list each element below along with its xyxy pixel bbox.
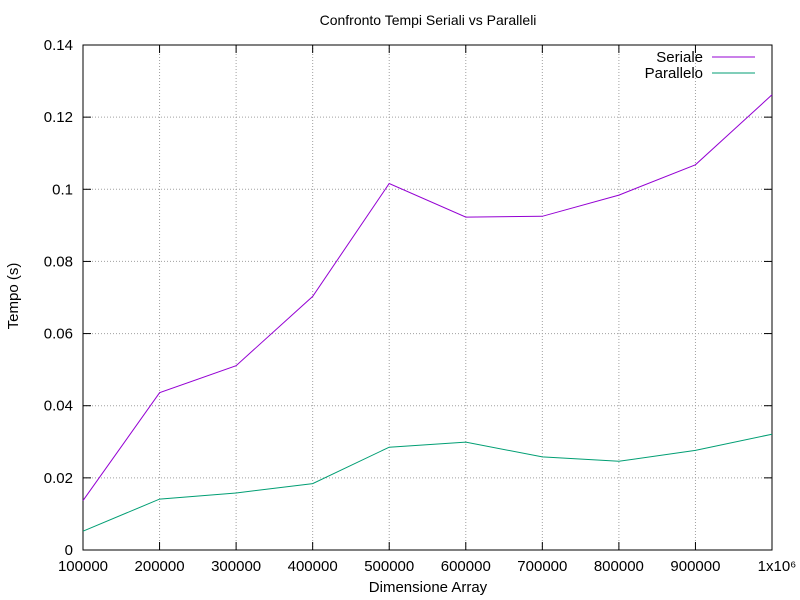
legend-label-seriale: Seriale (656, 49, 703, 66)
y-axis-label: Tempo (s) (5, 263, 22, 330)
x-tick-label: 700000 (517, 558, 567, 575)
y-tick-label: 0.12 (44, 109, 73, 126)
y-tick-label: 0.06 (44, 326, 73, 343)
x-tick-label: 1x10⁶ (758, 558, 797, 575)
x-tick-label: 500000 (364, 558, 414, 575)
y-tick-label: 0 (65, 542, 73, 559)
grid (83, 45, 772, 550)
series-line-parallelo (82, 433, 773, 532)
series-lines (82, 94, 773, 532)
x-tick-label: 100000 (58, 558, 108, 575)
y-tick-label: 0.1 (52, 181, 73, 198)
x-tick-label: 600000 (441, 558, 491, 575)
axis-ticks: 100000 200000 300000 400000 500000 600000 7000… (44, 37, 797, 575)
x-axis-label: Dimensione Array (369, 579, 488, 596)
chart-title: Confronto Tempi Seriali vs Paralleli (320, 12, 537, 28)
y-tick-label: 0.04 (44, 398, 73, 415)
legend-label-parallelo: Parallelo (645, 65, 703, 82)
y-tick-label: 0.02 (44, 470, 73, 487)
y-tick-label: 0.14 (44, 37, 73, 54)
x-tick-label: 400000 (288, 558, 338, 575)
x-tick-label: 300000 (211, 558, 261, 575)
x-tick-label: 200000 (135, 558, 185, 575)
plot-border (82, 44, 773, 551)
x-tick-label: 800000 (594, 558, 644, 575)
series-line-seriale (82, 94, 773, 501)
x-tick-label: 900000 (670, 558, 720, 575)
y-tick-label: 0.08 (44, 253, 73, 270)
